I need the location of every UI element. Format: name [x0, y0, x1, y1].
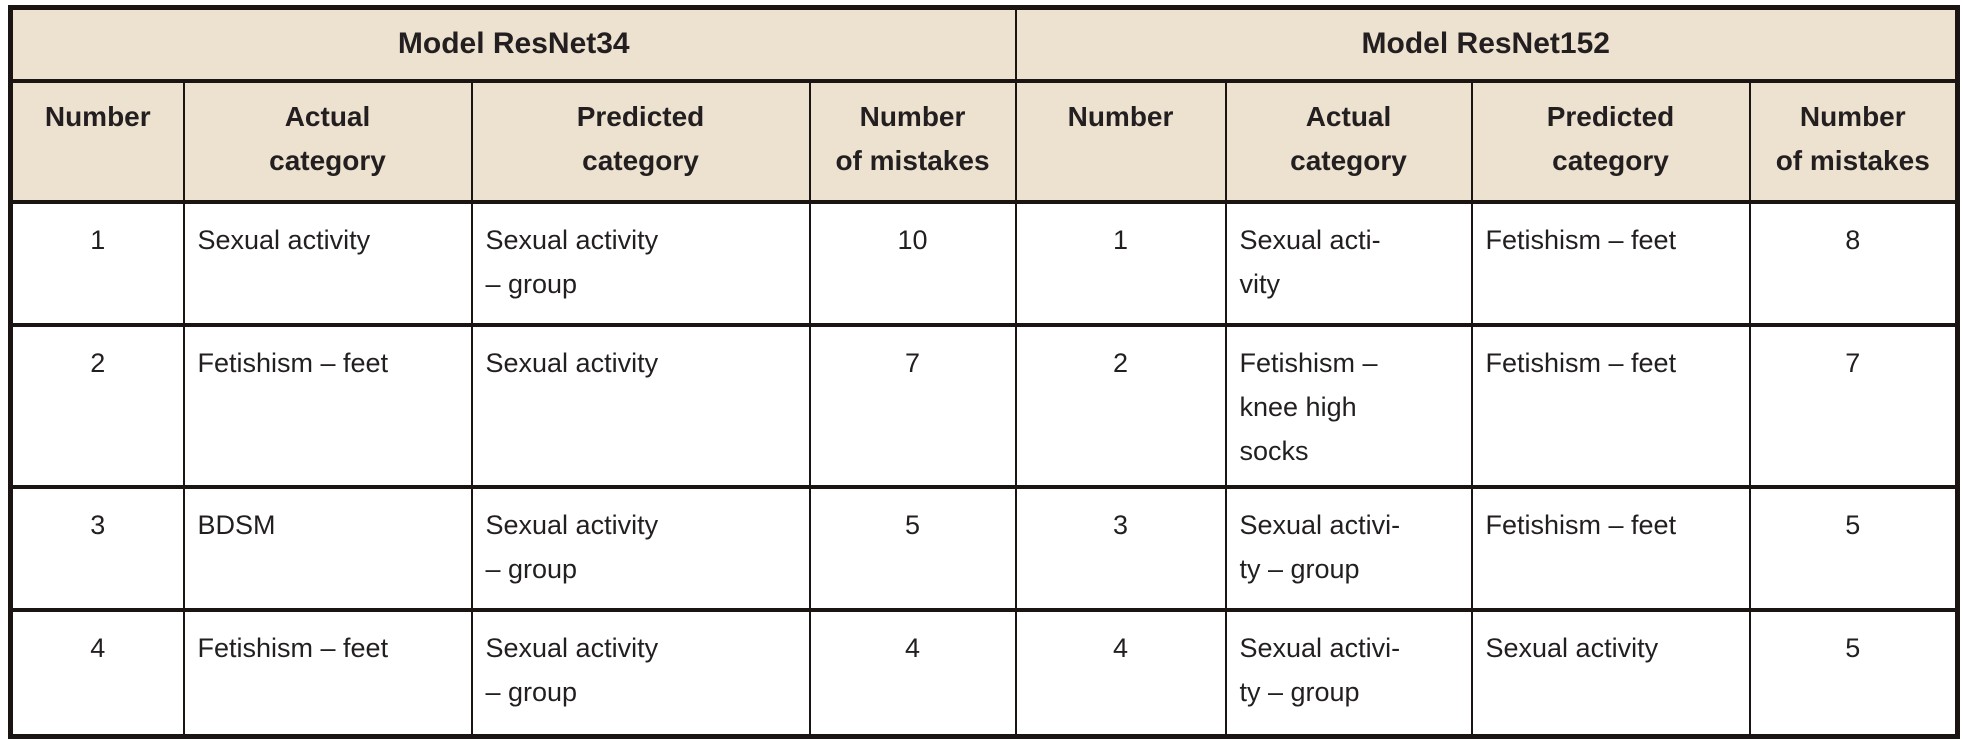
cell-number: 3 — [9, 484, 185, 612]
model-resnet34-title: Model ResNet34 — [9, 5, 1017, 83]
col-header-actual-category-right: Actual category — [1224, 78, 1473, 204]
model-resnet152-title: Model ResNet152 — [1014, 5, 1959, 83]
cell-predicted-category: Sexual activity – group — [470, 199, 811, 327]
cell-actual-category: BDSM — [182, 484, 473, 612]
cell-number: 2 — [9, 322, 185, 489]
cell-number-of-mistakes: 5 — [1748, 607, 1959, 739]
cell-number-of-mistakes: 10 — [808, 199, 1017, 327]
cell-predicted-category: Fetishism – feet — [1470, 484, 1751, 612]
cell-actual-category: Sexual acti- vity — [1224, 199, 1473, 327]
column-header-row: Number Actual category Predicted categor… — [9, 78, 1959, 204]
table-row: 2 Fetishism – feet Sexual activity 7 2 F… — [9, 322, 1959, 489]
cell-number-of-mistakes: 7 — [1748, 322, 1959, 489]
table-row: 3 BDSM Sexual activity – group 5 3 Sexua… — [9, 484, 1959, 612]
cell-predicted-category: Sexual activity – group — [470, 607, 811, 739]
col-header-number-left: Number — [9, 78, 185, 204]
cell-actual-category: Fetishism – knee high socks — [1224, 322, 1473, 489]
cell-predicted-category: Sexual activity — [470, 322, 811, 489]
cell-number-of-mistakes: 8 — [1748, 199, 1959, 327]
cell-actual-category: Fetishism – feet — [182, 607, 473, 739]
cell-number: 1 — [9, 199, 185, 327]
cell-predicted-category: Fetishism – feet — [1470, 322, 1751, 489]
col-header-actual-category-left: Actual category — [182, 78, 473, 204]
cell-predicted-category: Sexual activity — [1470, 607, 1751, 739]
table-row: 4 Fetishism – feet Sexual activity – gro… — [9, 607, 1959, 739]
col-header-number-of-mistakes-left: Number of mistakes — [808, 78, 1017, 204]
cell-actual-category: Fetishism – feet — [182, 322, 473, 489]
cell-number: 2 — [1014, 322, 1227, 489]
model-title-row: Model ResNet34 Model ResNet152 — [9, 5, 1959, 83]
cell-predicted-category: Fetishism – feet — [1470, 199, 1751, 327]
table-row: 1 Sexual activity Sexual activity – grou… — [9, 199, 1959, 327]
cell-number: 3 — [1014, 484, 1227, 612]
cell-number-of-mistakes: 4 — [808, 607, 1017, 739]
cell-number: 4 — [1014, 607, 1227, 739]
cell-actual-category: Sexual activi- ty – group — [1224, 607, 1473, 739]
cell-number-of-mistakes: 7 — [808, 322, 1017, 489]
cell-number: 4 — [9, 607, 185, 739]
model-comparison-table: Model ResNet34 Model ResNet152 Number Ac… — [8, 5, 1960, 739]
cell-number-of-mistakes: 5 — [808, 484, 1017, 612]
cell-predicted-category: Sexual activity – group — [470, 484, 811, 612]
col-header-predicted-category-right: Predicted category — [1470, 78, 1751, 204]
cell-actual-category: Sexual activity — [182, 199, 473, 327]
col-header-number-right: Number — [1014, 78, 1227, 204]
cell-number: 1 — [1014, 199, 1227, 327]
cell-actual-category: Sexual activi- ty – group — [1224, 484, 1473, 612]
col-header-predicted-category-left: Predicted category — [470, 78, 811, 204]
col-header-number-of-mistakes-right: Number of mistakes — [1748, 78, 1959, 204]
cell-number-of-mistakes: 5 — [1748, 484, 1959, 612]
